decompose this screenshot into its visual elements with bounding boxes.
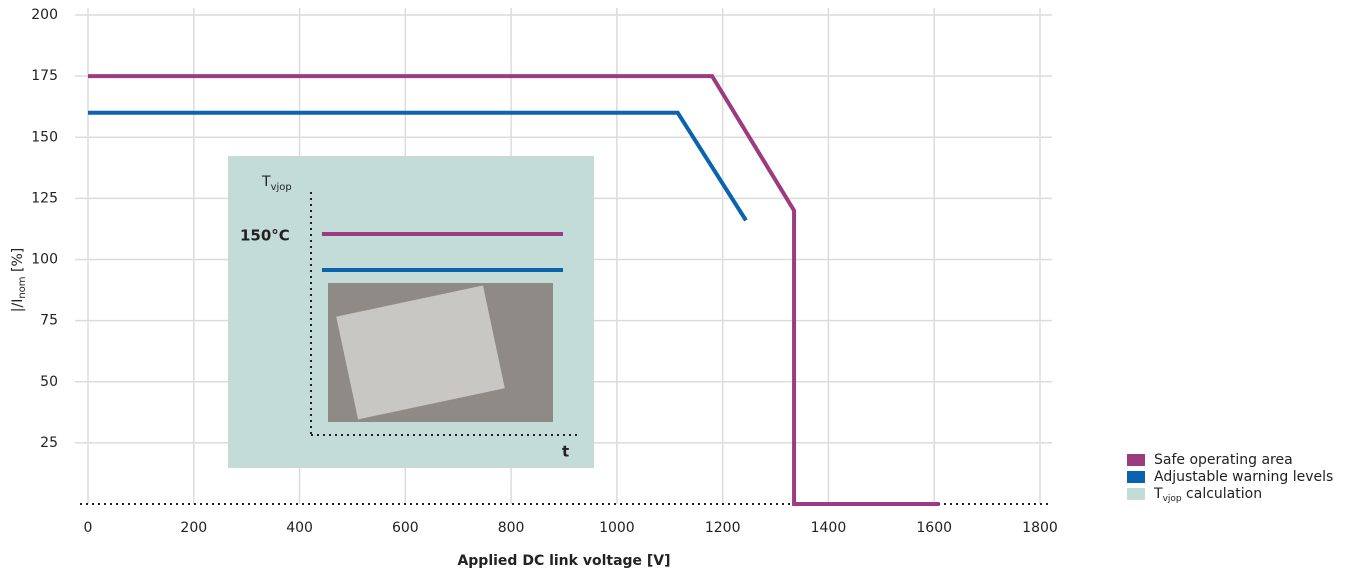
- legend-label: Tvjop calculation: [1153, 486, 1262, 504]
- y-tick-label: 50: [40, 374, 58, 390]
- y-tick-label: 25: [40, 435, 58, 451]
- legend-label-rest: calculation: [1182, 486, 1262, 502]
- legend-swatch: [1127, 471, 1145, 483]
- x-tick-label: 600: [392, 520, 419, 536]
- y-tick-label: 150: [31, 129, 58, 145]
- series-line: [88, 74, 940, 506]
- series-line: [88, 110, 748, 222]
- inset-y-label-main: T: [261, 174, 271, 190]
- x-axis-title: Applied DC link voltage [V]: [457, 553, 670, 569]
- legend-label: Safe operating area: [1154, 452, 1293, 468]
- y-tick-label: 175: [31, 68, 58, 84]
- inset-y-label-sub: vjop: [271, 182, 292, 193]
- x-tick-label: 1400: [811, 520, 847, 536]
- x-tick-label: 1000: [599, 520, 635, 536]
- legend-label-sub: vjop: [1163, 494, 1182, 504]
- legend-swatch: [1127, 488, 1145, 500]
- x-tick-label: 0: [84, 520, 93, 536]
- inset-level-label: 150°C: [240, 227, 290, 245]
- x-tick-label: 1200: [705, 520, 741, 536]
- x-tick-label: 1600: [916, 520, 952, 536]
- x-tick-label: 200: [180, 520, 207, 536]
- inset-photo-detail: [336, 285, 505, 420]
- y-tick-label: 125: [31, 190, 58, 206]
- x-tick-label: 800: [498, 520, 525, 536]
- legend-label: Adjustable warning levels: [1154, 469, 1333, 485]
- inset-y-label: Tvjop: [261, 174, 292, 193]
- legend-label-main: T: [1153, 486, 1163, 502]
- x-tick-label: 400: [286, 520, 313, 536]
- y-tick-label: 200: [31, 7, 58, 23]
- inset-x-label: t: [562, 443, 569, 461]
- legend-swatch: [1127, 454, 1145, 466]
- y-axis-title: |/Inom [%]: [10, 248, 28, 312]
- x-tick-label: 1800: [1022, 520, 1058, 536]
- y-tick-label: 100: [31, 252, 58, 268]
- y-tick-label: 75: [40, 313, 58, 329]
